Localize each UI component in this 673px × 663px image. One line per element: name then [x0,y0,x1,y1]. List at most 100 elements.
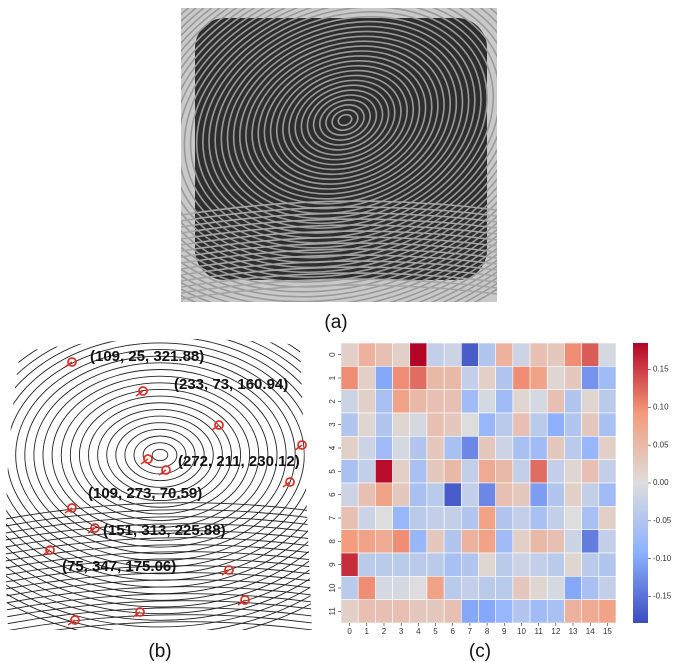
heatmap-cell [443,342,462,367]
ridge [183,8,497,249]
ridge [181,8,497,302]
heatmap-cell [495,482,514,507]
ridge [202,8,488,234]
heatmap-cell [598,412,617,437]
heatmap-cell [357,552,376,577]
colorbar-tick-label: 0.05 [653,440,669,449]
y-tick-label: 11 [328,607,337,616]
ridge-line [115,422,205,488]
heatmap-cell [443,436,462,460]
x-tick-label: 12 [551,627,560,636]
heatmap-cell [426,436,445,460]
heatmap-cell [461,412,479,437]
x-tick-label: 15 [603,627,612,636]
ridge-line [5,579,312,598]
minutia-dir [135,390,144,397]
x-tick-label: 4 [416,627,421,636]
heatmap-cell [598,599,617,624]
ridge [245,40,445,200]
ridge-line [5,338,312,615]
heatmap-cell [409,436,428,460]
heatmap-cell [529,366,548,390]
y-tick-label: 1 [328,375,337,380]
minutia-dir [211,424,220,431]
heatmap-cell [392,412,411,437]
ridge-line [60,382,260,528]
heatmap-cell [581,366,600,390]
ridge-line [97,408,223,502]
minutia-dir [67,619,76,626]
heatmap-cell [340,576,359,600]
ridge [181,218,497,234]
minutia [240,595,250,605]
minutia-dir [221,569,230,576]
ridge [181,8,497,274]
colorbar-tick-label: 0.10 [653,402,669,411]
heatmap-cell [546,342,565,367]
minutia [285,477,295,487]
heatmap-cell [512,412,531,437]
heatmap-cell [375,366,393,390]
heatmap-cell [529,506,548,530]
heatmap-cell [340,482,359,507]
ridge-line [5,338,312,601]
heatmap-cell [581,552,600,577]
ridge-line [5,338,312,621]
x-tick-label: 6 [450,627,455,636]
heatmap-cell [461,506,479,530]
heatmap-cell [461,552,479,577]
ridge [181,224,497,240]
heatmap-cell [512,366,531,390]
x-tick-label: 10 [517,627,526,636]
ridge-line [5,338,312,575]
ridge [331,108,359,132]
heatmap-cell [426,599,445,624]
ridge-line [42,369,278,541]
ridge-line [5,607,312,626]
heatmap-cell [581,576,600,600]
heatmap-cell [546,506,565,530]
ridge [319,99,371,141]
heatmap-cell [375,389,393,414]
heatmap-cell [478,366,496,390]
heatmap-cell [495,506,514,530]
ridge-line [142,442,178,468]
heatmap-cell [392,436,411,460]
heatmap-cell [357,482,376,507]
heatmap-cell [357,342,376,367]
heatmap-cell [495,342,514,367]
heatmap-cell [478,436,496,460]
heatmap-cell [478,599,496,624]
heatmap-cell [461,436,479,460]
heatmap-cell [375,436,393,460]
ridge [312,94,378,146]
ridge [181,248,497,264]
heatmap-cell [392,366,411,390]
heatmap-cell [443,529,462,554]
ridge-line [5,565,312,584]
heatmap-cell [546,412,565,437]
ridge [300,84,390,156]
ridge-line [5,537,312,556]
minutia-dir [132,611,141,618]
minutia-label: (75, 347, 175.06) [62,558,176,575]
ridge-line [5,558,312,577]
minutia [135,607,145,617]
heatmap-cell [426,576,445,600]
ridge [181,8,497,278]
heatmap-cell [495,552,514,577]
ridge-line [5,338,312,628]
ridge [257,50,433,190]
minutia-dir [282,481,291,488]
ridge [181,212,497,228]
heatmap-cell [529,529,548,554]
heatmap-cell [512,436,531,460]
minutia-dir [140,458,149,465]
ridge-line [78,395,242,515]
minutia-dir [294,444,303,451]
heatmap-cell [564,576,582,600]
heatmap-cell [598,436,617,460]
x-tick-label: 2 [382,627,387,636]
ridge [181,8,497,302]
